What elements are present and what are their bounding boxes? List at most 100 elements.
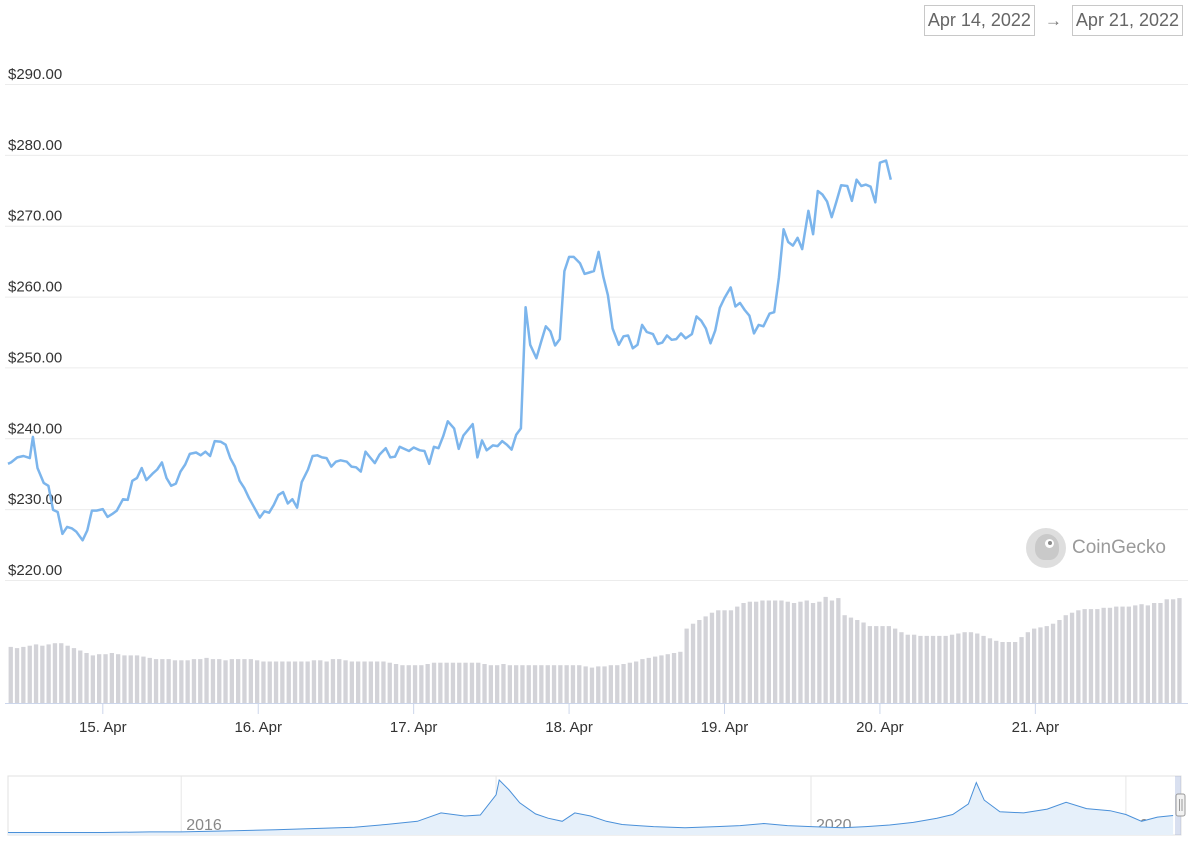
volume-bar xyxy=(577,665,582,703)
volume-bar xyxy=(874,626,879,703)
volume-bar xyxy=(956,633,961,703)
y-tick-label: $230.00 xyxy=(8,491,62,508)
volume-bar xyxy=(1006,642,1011,703)
volume-bar xyxy=(406,665,411,703)
coingecko-watermark: CoinGecko xyxy=(1026,528,1166,568)
volume-bar xyxy=(823,596,828,703)
x-axis-ticks: 15. Apr 16. Apr 17. Apr 18. Apr 19. Apr 20. A… xyxy=(79,704,1059,736)
y-tick-label: $240.00 xyxy=(8,420,62,437)
volume-bar xyxy=(457,662,462,703)
volume-bar xyxy=(179,660,184,703)
volume-bar xyxy=(337,659,342,703)
volume-bar xyxy=(463,662,468,703)
volume-bar xyxy=(97,654,102,703)
volume-bar xyxy=(1019,637,1024,703)
volume-bar xyxy=(962,632,967,703)
volume-bar xyxy=(867,626,872,703)
volume-bar xyxy=(116,654,121,703)
volume-bar xyxy=(596,666,601,703)
volume-bar xyxy=(1133,605,1138,703)
volume-bar xyxy=(602,666,607,703)
volume-bar xyxy=(40,645,45,703)
volume-bar xyxy=(431,662,437,703)
volume-bar xyxy=(545,665,550,703)
volume-bar xyxy=(981,635,986,703)
volume-bar xyxy=(292,661,298,703)
price-line[interactable] xyxy=(7,159,893,542)
volume-bar xyxy=(311,660,317,703)
volume-bar xyxy=(27,645,32,703)
volume-bar xyxy=(210,659,216,703)
volume-bar xyxy=(703,616,708,703)
volume-bar xyxy=(33,644,39,703)
volume-bar xyxy=(65,645,70,703)
volume-bar xyxy=(912,634,917,703)
x-tick-label: 15. Apr xyxy=(79,719,127,736)
date-from-input[interactable]: Apr 14, 2022 xyxy=(923,5,1035,36)
volume-bar xyxy=(621,664,626,703)
x-tick-label: 19. Apr xyxy=(701,719,749,736)
volume-bar xyxy=(286,661,291,703)
volume-bar xyxy=(678,651,683,703)
volume-bar xyxy=(773,600,778,703)
y-tick-label: $270.00 xyxy=(8,208,62,225)
volume-bar xyxy=(779,600,784,703)
volume-bar xyxy=(514,665,519,703)
volume-bar xyxy=(1038,627,1043,703)
volume-bar xyxy=(924,635,929,703)
volume-bar xyxy=(1152,603,1157,703)
y-tick-label: $290.00 xyxy=(8,66,62,83)
volume-bar xyxy=(14,648,20,703)
volume-bar xyxy=(166,659,171,703)
y-tick-label: $220.00 xyxy=(8,562,62,579)
volume-bar xyxy=(1120,606,1125,703)
volume-bar xyxy=(52,643,58,703)
volume-bar xyxy=(1057,620,1062,703)
y-tick-label: $280.00 xyxy=(8,137,62,154)
volume-bar xyxy=(46,644,51,703)
volume-bar xyxy=(343,660,348,703)
volume-bar xyxy=(615,665,620,703)
volume-bar xyxy=(425,664,430,703)
volume-bar xyxy=(766,600,771,703)
date-to-input[interactable]: Apr 21, 2022 xyxy=(1071,5,1183,36)
volume-bar xyxy=(141,656,146,703)
volume-bar xyxy=(671,653,677,703)
volume-bar xyxy=(318,660,323,703)
volume-bar xyxy=(646,657,651,703)
volume-bar xyxy=(255,660,260,703)
volume-bar xyxy=(697,620,702,703)
volume-bar xyxy=(324,661,329,703)
volume-bar xyxy=(349,661,354,703)
volume-bar xyxy=(810,603,816,703)
volume-bar xyxy=(204,657,209,703)
volume-bar xyxy=(438,662,443,703)
volume-bar xyxy=(754,601,759,703)
volume-bar xyxy=(8,646,13,703)
volume-bar xyxy=(248,659,253,703)
volume-bar xyxy=(1069,612,1075,703)
volume-bars xyxy=(8,596,1182,703)
volume-bar xyxy=(1000,642,1005,703)
volume-bar xyxy=(741,603,746,703)
volume-bar xyxy=(520,665,525,703)
volume-bar xyxy=(880,626,885,703)
volume-bar xyxy=(1145,605,1150,703)
volume-bar xyxy=(236,659,241,703)
volume-bar xyxy=(1025,632,1030,703)
volume-bar xyxy=(608,665,613,703)
volume-bar xyxy=(709,612,715,703)
volume-bar xyxy=(198,659,203,703)
volume-bar xyxy=(185,660,190,703)
navigator-handle[interactable] xyxy=(1175,793,1186,817)
volume-bar xyxy=(930,635,936,703)
volume-bar xyxy=(160,659,165,703)
volume-bar xyxy=(551,665,557,703)
volume-bar xyxy=(634,661,639,703)
volume-bar xyxy=(1114,606,1119,703)
volume-bar xyxy=(627,662,632,703)
y-axis-labels: $220.00 $230.00 $240.00 $250.00 $260.00 $270.… xyxy=(8,66,62,579)
volume-bar xyxy=(191,659,197,703)
volume-bar xyxy=(1088,609,1094,703)
navigator: 2016201820202022 xyxy=(7,775,1186,836)
